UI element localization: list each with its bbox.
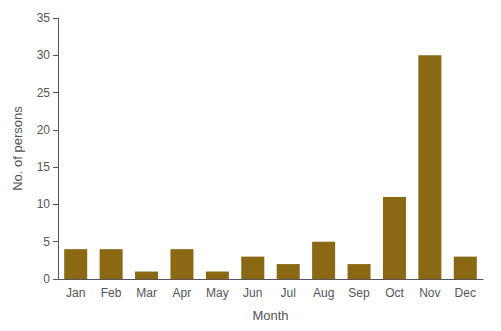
- svg-text:15: 15: [37, 160, 51, 174]
- svg-text:35: 35: [37, 11, 51, 25]
- svg-text:0: 0: [43, 272, 50, 286]
- svg-text:10: 10: [37, 197, 51, 211]
- svg-text:Nov: Nov: [419, 286, 440, 300]
- svg-text:Apr: Apr: [173, 286, 192, 300]
- svg-text:Feb: Feb: [101, 286, 122, 300]
- svg-text:25: 25: [37, 86, 51, 100]
- svg-text:Jul: Jul: [281, 286, 296, 300]
- svg-text:20: 20: [37, 123, 51, 137]
- svg-text:Oct: Oct: [385, 286, 404, 300]
- svg-text:5: 5: [43, 235, 50, 249]
- svg-text:Mar: Mar: [136, 286, 157, 300]
- svg-text:Jan: Jan: [66, 286, 85, 300]
- svg-text:Month: Month: [252, 308, 288, 323]
- svg-text:30: 30: [37, 48, 51, 62]
- svg-text:May: May: [206, 286, 229, 300]
- svg-text:No. of persons: No. of persons: [10, 106, 25, 191]
- svg-text:Sep: Sep: [348, 286, 370, 300]
- svg-text:Dec: Dec: [455, 286, 476, 300]
- svg-text:Aug: Aug: [313, 286, 334, 300]
- svg-text:Jun: Jun: [243, 286, 262, 300]
